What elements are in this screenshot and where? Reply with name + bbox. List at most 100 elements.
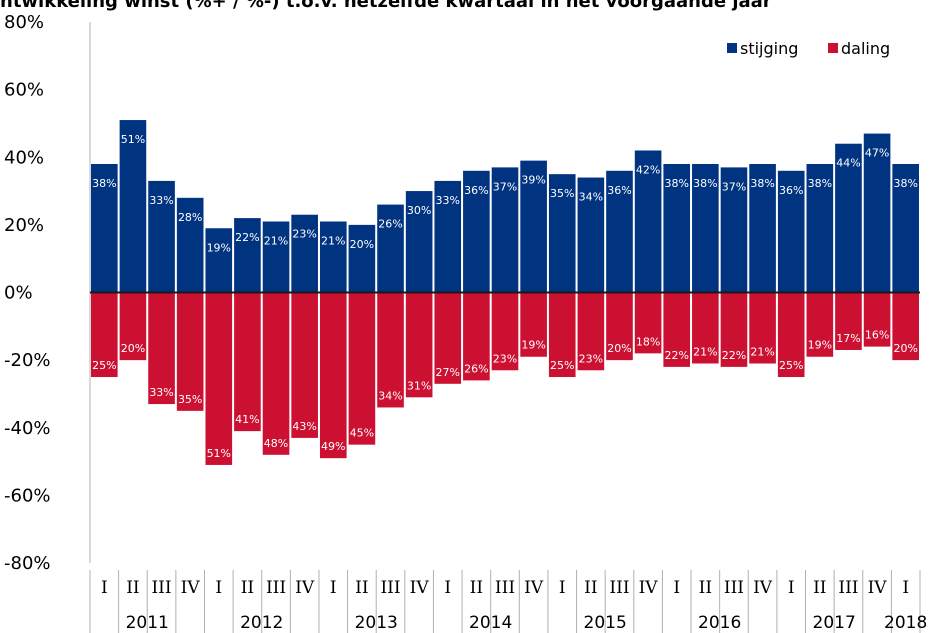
- data-label-stijging: 35%: [550, 187, 574, 200]
- data-label-daling: 20%: [121, 342, 145, 355]
- data-label-stijging: 44%: [836, 157, 860, 170]
- legend-swatch-daling: [828, 43, 838, 53]
- data-label-daling: 33%: [149, 386, 173, 399]
- bar-daling: [234, 292, 261, 432]
- y-tick-label: 80%: [4, 12, 44, 33]
- y-tick-label: 40%: [4, 147, 44, 168]
- x-tick-label-year: 2013: [355, 613, 398, 633]
- y-tick-label: -80%: [4, 553, 51, 574]
- bar-daling: [692, 292, 719, 364]
- data-label-daling: 19%: [521, 339, 545, 352]
- data-label-stijging: 38%: [92, 177, 116, 190]
- x-tick-label-quarter: II: [126, 578, 139, 598]
- bar-stijging: [348, 224, 376, 293]
- bar-daling: [319, 292, 347, 459]
- x-tick-label-quarter: III: [495, 578, 515, 598]
- bar-stijging: [91, 164, 118, 293]
- x-tick-label-quarter: II: [355, 578, 368, 598]
- y-tick-label: 20%: [4, 215, 44, 236]
- bar-stijging: [405, 191, 433, 293]
- data-label-stijging: 36%: [464, 184, 488, 197]
- data-label-stijging: 38%: [808, 177, 832, 190]
- data-label-stijging: 21%: [321, 234, 345, 247]
- x-tick-label-quarter: IV: [181, 578, 201, 598]
- bar-stijging: [835, 143, 862, 293]
- data-label-daling: 25%: [779, 359, 803, 372]
- x-tick-label-quarter: III: [151, 578, 171, 598]
- data-label-daling: 19%: [808, 339, 832, 352]
- bar-daling: [606, 292, 633, 361]
- bar-stijging: [262, 221, 290, 293]
- data-label-stijging: 38%: [750, 177, 774, 190]
- x-tick-label-quarter: IV: [639, 578, 659, 598]
- bar-daling: [806, 292, 834, 357]
- data-label-stijging: 47%: [865, 147, 889, 160]
- data-label-daling: 18%: [636, 335, 660, 348]
- data-label-daling: 21%: [693, 346, 717, 359]
- y-tick-label: -60%: [4, 485, 51, 506]
- bar-stijging: [777, 170, 805, 293]
- x-tick-label-year: 2018: [884, 613, 927, 633]
- x-tick-label-quarter: III: [609, 578, 629, 598]
- data-label-stijging: 20%: [350, 238, 374, 251]
- x-tick-label-quarter: IV: [868, 578, 888, 598]
- data-label-daling: 25%: [550, 359, 574, 372]
- bar-daling: [463, 292, 490, 381]
- data-label-daling: 31%: [407, 379, 431, 392]
- bar-stijging: [176, 197, 204, 293]
- x-tick-label-year: 2012: [240, 613, 283, 633]
- data-label-stijging: 36%: [607, 184, 631, 197]
- data-label-daling: 23%: [579, 352, 603, 365]
- data-label-stijging: 26%: [378, 218, 402, 231]
- bar-stijging: [720, 167, 748, 293]
- bar-daling: [205, 292, 233, 465]
- bar-stijging: [634, 150, 662, 293]
- x-tick-label-year: 2011: [126, 613, 169, 633]
- y-tick-label: -20%: [4, 350, 51, 371]
- data-label-daling: 22%: [722, 349, 746, 362]
- x-tick-label-quarter: I: [788, 578, 795, 598]
- data-label-daling: 43%: [292, 420, 316, 433]
- bar-stijging: [434, 180, 462, 293]
- bar-stijging: [291, 214, 318, 293]
- data-label-stijging: 28%: [178, 211, 202, 224]
- x-tick-label-quarter: I: [101, 578, 108, 598]
- data-label-stijging: 38%: [664, 177, 688, 190]
- y-tick-label: 0%: [4, 283, 33, 304]
- data-label-daling: 41%: [235, 413, 259, 426]
- data-label-daling: 17%: [836, 332, 860, 345]
- x-tick-label-quarter: I: [902, 578, 909, 598]
- y-tick-label: -40%: [4, 418, 51, 439]
- bar-stijging: [806, 164, 834, 293]
- data-label-daling: 27%: [436, 366, 460, 379]
- data-label-stijging: 38%: [693, 177, 717, 190]
- bar-daling: [377, 292, 404, 408]
- data-label-daling: 49%: [321, 440, 345, 453]
- legend-label-stijging: stijging: [740, 39, 798, 58]
- bar-stijging: [520, 160, 547, 293]
- data-label-daling: 34%: [378, 389, 402, 402]
- data-label-stijging: 33%: [436, 194, 460, 207]
- data-label-stijging: 36%: [779, 184, 803, 197]
- bar-daling: [348, 292, 376, 445]
- y-tick-label: 60%: [4, 80, 44, 101]
- data-label-stijging: 39%: [521, 174, 545, 187]
- x-tick-label-year: 2016: [698, 613, 741, 633]
- data-label-daling: 20%: [893, 342, 917, 355]
- x-tick-label-quarter: I: [444, 578, 451, 598]
- bar-daling: [434, 292, 462, 384]
- data-label-stijging: 23%: [292, 228, 316, 241]
- x-tick-label-quarter: IV: [524, 578, 544, 598]
- data-label-daling: 23%: [493, 352, 517, 365]
- x-tick-label-quarter: I: [559, 578, 566, 598]
- bar-daling: [749, 292, 776, 364]
- bar-stijging: [663, 164, 691, 293]
- x-tick-label-quarter: I: [673, 578, 680, 598]
- bar-daling: [777, 292, 805, 378]
- bar-stijging: [548, 174, 576, 293]
- x-tick-label-year: 2017: [813, 613, 856, 633]
- bar-stijging: [606, 170, 633, 293]
- bar-daling: [634, 292, 662, 354]
- x-tick-label-quarter: IV: [410, 578, 430, 598]
- bar-daling: [176, 292, 204, 411]
